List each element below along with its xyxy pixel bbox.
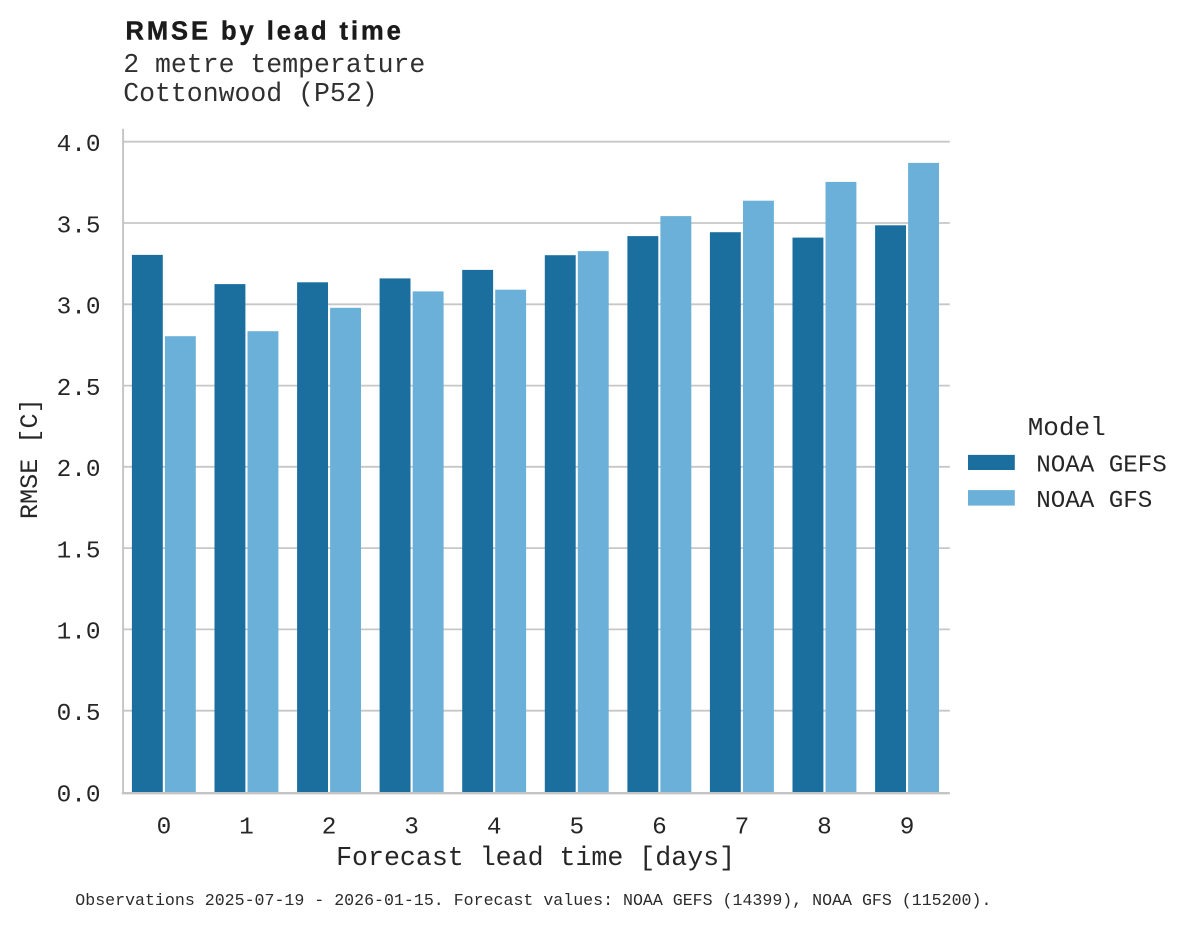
svg-text:4.0: 4.0 bbox=[57, 132, 101, 159]
svg-text:Observations 2025-07-19 - 2026: Observations 2025-07-19 - 2026-01-15. Fo… bbox=[75, 891, 991, 910]
svg-text:0: 0 bbox=[157, 815, 172, 842]
svg-text:Model: Model bbox=[1028, 413, 1106, 443]
svg-text:5: 5 bbox=[569, 815, 584, 842]
svg-text:6: 6 bbox=[652, 815, 667, 842]
svg-text:0.5: 0.5 bbox=[57, 701, 101, 728]
svg-text:2.5: 2.5 bbox=[57, 376, 101, 403]
svg-text:7: 7 bbox=[735, 815, 750, 842]
svg-text:8: 8 bbox=[817, 815, 832, 842]
svg-text:0.0: 0.0 bbox=[57, 782, 101, 809]
svg-text:Forecast lead time [days]: Forecast lead time [days] bbox=[336, 843, 735, 873]
svg-text:RMSE [C]: RMSE [C] bbox=[16, 398, 45, 519]
svg-text:NOAA GFS: NOAA GFS bbox=[1036, 488, 1152, 515]
svg-text:1.5: 1.5 bbox=[57, 538, 101, 565]
svg-text:9: 9 bbox=[900, 815, 915, 842]
svg-text:1: 1 bbox=[239, 815, 254, 842]
svg-text:3.5: 3.5 bbox=[57, 213, 101, 240]
svg-text:3: 3 bbox=[404, 815, 419, 842]
svg-text:4: 4 bbox=[487, 815, 502, 842]
svg-text:2: 2 bbox=[322, 815, 337, 842]
svg-text:NOAA GEFS: NOAA GEFS bbox=[1036, 453, 1167, 480]
svg-text:Cottonwood (P52): Cottonwood (P52) bbox=[123, 79, 377, 109]
svg-text:2.0: 2.0 bbox=[57, 457, 101, 484]
svg-text:1.0: 1.0 bbox=[57, 620, 101, 647]
svg-text:3.0: 3.0 bbox=[57, 295, 101, 322]
svg-text:RMSE by lead time: RMSE by lead time bbox=[126, 18, 404, 46]
svg-text:2 metre temperature: 2 metre temperature bbox=[123, 50, 425, 80]
